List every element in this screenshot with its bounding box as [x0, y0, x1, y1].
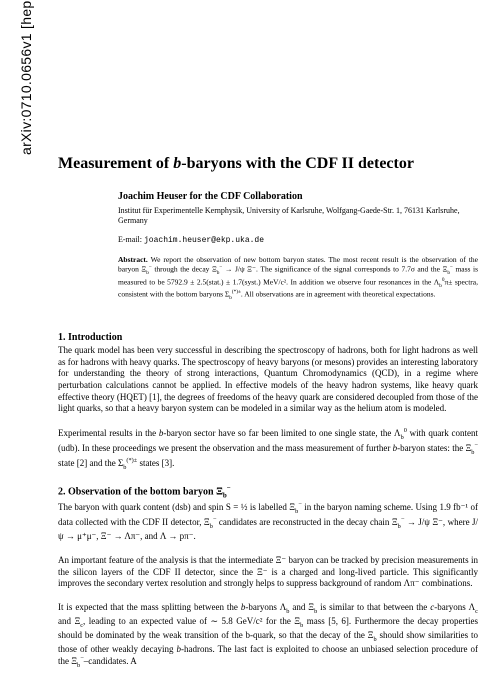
s2-heading-a: 2. Observation of the bottom baryon	[58, 486, 216, 497]
s2p3-text-7: , leading to an expected value of ∼ 5.8 …	[83, 616, 300, 626]
email-label: E-mail:	[118, 235, 144, 244]
s2p1-text-3: candidates are reconstructed in the deca…	[216, 517, 397, 527]
email-line: E-mail: joachim.heuser@ekp.uka.de	[118, 235, 478, 245]
section-1-paragraph-2: Experimental results in the b-baryon sec…	[58, 427, 478, 472]
sub-b: b	[439, 283, 442, 289]
sub-b: b	[401, 434, 404, 441]
s2-heading-b: Ξ	[216, 486, 223, 497]
title-prefix: Measurement of	[58, 155, 173, 172]
section-2-heading: 2. Observation of the bottom baryon Ξb−	[58, 484, 478, 499]
sup-minus: −	[474, 442, 478, 449]
title-suffix: -baryons with the CDF II detector	[181, 155, 414, 172]
s2p3-text-4: is similar to that between the	[317, 602, 430, 612]
s2p3-text-1: It is expected that the mass splitting b…	[58, 602, 241, 612]
affiliation: Institut für Experimentelle Kernphysik, …	[118, 206, 478, 227]
abstract: Abstract. We report the observation of n…	[118, 255, 478, 302]
p2-text-6: states [3].	[137, 458, 174, 468]
sub-c: c	[475, 608, 478, 615]
abstract-text-6: . All observations are in agreement with…	[241, 290, 436, 299]
sub-b: b	[447, 270, 450, 276]
section-1-heading: 1. Introduction	[58, 332, 478, 343]
p2-text-4: -baryon states: the Ξ	[397, 443, 471, 453]
paper-content: Measurement of b -baryons with the CDF II…	[58, 155, 478, 682]
abstract-label: Abstract.	[118, 255, 148, 264]
sub-b: b	[398, 523, 401, 530]
abstract-text-2: through the decay Ξ	[152, 265, 217, 274]
authors: Joachim Heuser for the CDF Collaboration	[118, 191, 478, 202]
section-2-paragraph-3: It is expected that the mass splitting b…	[58, 602, 478, 671]
sup-minus: −	[227, 484, 231, 492]
s2p1-text-1: The baryon with quark content (dsb) and …	[58, 502, 295, 512]
abstract-text-3: → J/ψ Ξ⁻. The significance of the signal…	[222, 265, 447, 274]
section-1-paragraph-1: The quark model has been very successful…	[58, 345, 478, 415]
sub-b: b	[223, 491, 227, 499]
p2-text-2: -baryon sector have so far been limited …	[163, 428, 400, 438]
s2p3-text-5: -baryons Λ	[434, 602, 475, 612]
arxiv-identifier: arXiv:0710.0656v1 [hep-ex] 2 Oct 2007	[18, 0, 34, 155]
paper-title: Measurement of b-baryons with the CDF II…	[58, 155, 478, 173]
sub-b: b	[146, 270, 149, 276]
s2p3-text-3: and Ξ	[289, 602, 314, 612]
email-address: joachim.heuser@ekp.uka.de	[144, 236, 264, 245]
s2p3-text-2: -baryons Λ	[245, 602, 286, 612]
sub-b: b	[77, 662, 80, 669]
sub-b: b	[471, 449, 474, 456]
sub-b: b	[210, 523, 213, 530]
s2p3-text-11: –candidates. A	[84, 656, 137, 666]
section-2-paragraph-1: The baryon with quark content (dsb) and …	[58, 501, 478, 543]
section-2-paragraph-2: An important feature of the analysis is …	[58, 555, 478, 590]
sup-star: (*)±	[232, 289, 241, 295]
p2-text-1: Experimental results in the	[58, 428, 159, 438]
s2p3-text-6: and Ξ	[58, 616, 80, 626]
sub-b: b	[295, 508, 298, 515]
p2-text-5: state [2] and the Σ	[58, 458, 123, 468]
sup-star: (*)±	[126, 457, 137, 464]
sub-b: b	[229, 295, 232, 301]
sub-b: b	[217, 270, 220, 276]
sub-b: b	[123, 464, 126, 471]
